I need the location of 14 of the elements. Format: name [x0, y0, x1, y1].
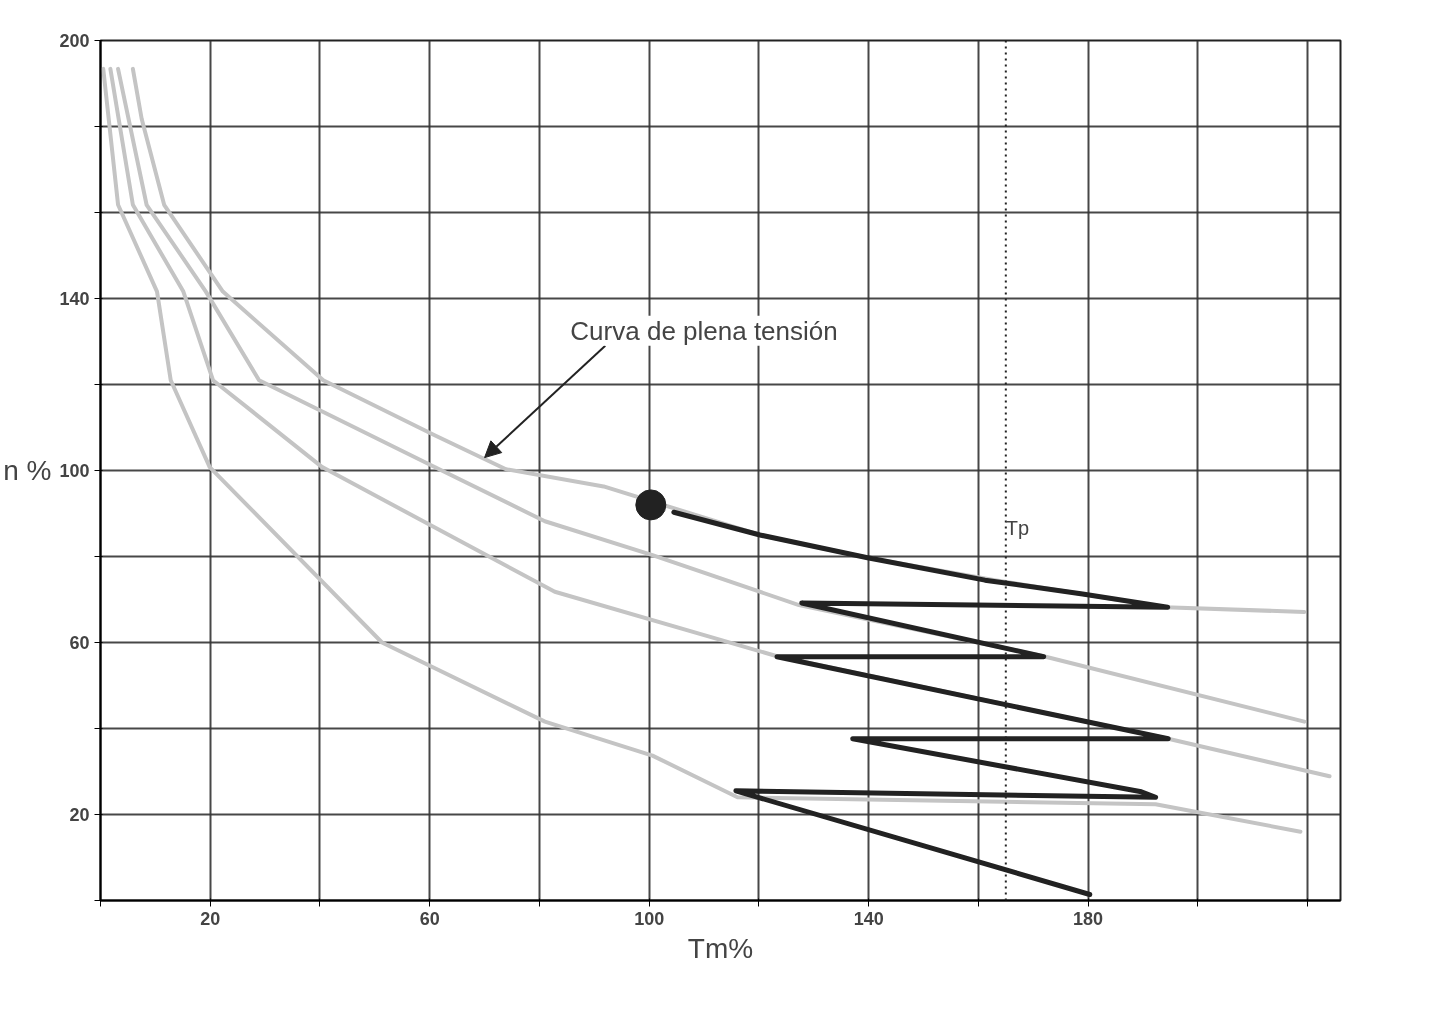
y-tick-label: 20 — [69, 805, 90, 825]
y-axis-title: n % — [3, 455, 52, 486]
y-tick-label: 200 — [59, 31, 90, 51]
x-tick-label: 140 — [853, 908, 884, 929]
x-axis-title: Tm% — [687, 932, 754, 964]
x-tick-label: 20 — [200, 908, 221, 929]
y-tick-label: 60 — [69, 633, 90, 653]
y-tick-label: 100 — [59, 461, 90, 481]
y-tick-label: 140 — [59, 289, 90, 309]
annotation: Curva de plena tensión — [570, 315, 838, 346]
x-tick-label: 100 — [634, 908, 665, 929]
ref-line-label: Tp — [1005, 517, 1030, 540]
x-tick-label: 60 — [419, 908, 440, 929]
x-tick-label: 180 — [1073, 908, 1104, 929]
